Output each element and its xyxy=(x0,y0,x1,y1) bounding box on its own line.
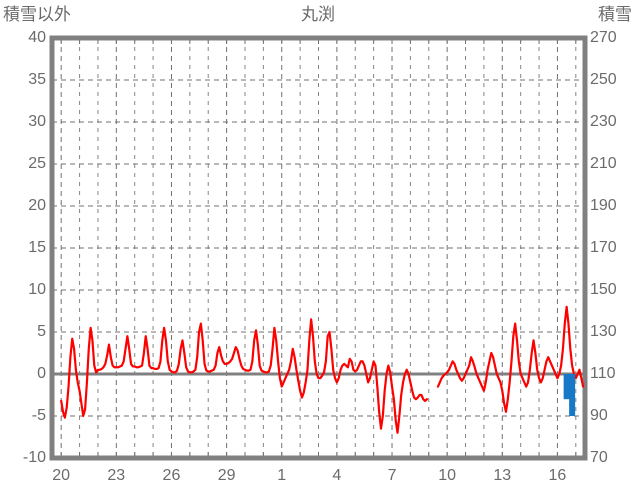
left-tick-0: 0 xyxy=(37,365,46,382)
left-tick-40: 40 xyxy=(28,29,46,46)
right-tick-90: 90 xyxy=(590,407,608,424)
right-tick-210: 210 xyxy=(590,155,617,172)
temperature-line xyxy=(60,305,585,434)
left-tick-20: 20 xyxy=(28,197,46,214)
x-tick-10: 10 xyxy=(438,467,457,484)
right-tick-190: 190 xyxy=(590,197,617,214)
x-tick-23: 23 xyxy=(107,467,126,484)
left-tick--10: -10 xyxy=(22,449,46,466)
right-axis-title: 積雪 xyxy=(598,5,632,24)
x-tick-13: 13 xyxy=(493,467,512,484)
right-tick-130: 130 xyxy=(590,323,617,340)
left-axis-title: 積雪以外 xyxy=(3,5,71,24)
x-tick-16: 16 xyxy=(548,467,567,484)
left-tick-5: 5 xyxy=(37,323,46,340)
left-tick-35: 35 xyxy=(28,71,46,88)
x-tick-20: 20 xyxy=(52,467,71,484)
right-tick-70: 70 xyxy=(590,449,608,466)
left-tick-25: 25 xyxy=(28,155,46,172)
plot-frame xyxy=(49,35,588,461)
x-tick-4: 4 xyxy=(332,467,342,484)
left-tick--5: -5 xyxy=(31,407,46,424)
x-tick-7: 7 xyxy=(387,467,397,484)
right-tick-270: 270 xyxy=(590,29,617,46)
left-tick-15: 15 xyxy=(28,239,46,256)
right-tick-170: 170 xyxy=(590,239,617,256)
x-tick-1: 1 xyxy=(277,467,287,484)
x-tick-29: 29 xyxy=(217,467,236,484)
x-tick-26: 26 xyxy=(162,467,181,484)
data-series xyxy=(60,305,585,434)
left-tick-30: 30 xyxy=(28,113,46,130)
right-tick-250: 250 xyxy=(590,71,617,88)
left-tick-10: 10 xyxy=(28,281,46,298)
gridlines xyxy=(52,38,585,458)
right-tick-150: 150 xyxy=(590,281,617,298)
plot-border xyxy=(49,35,588,461)
right-tick-230: 230 xyxy=(590,113,617,130)
right-tick-110: 110 xyxy=(590,365,616,382)
page-title: 丸渕 xyxy=(301,5,335,24)
